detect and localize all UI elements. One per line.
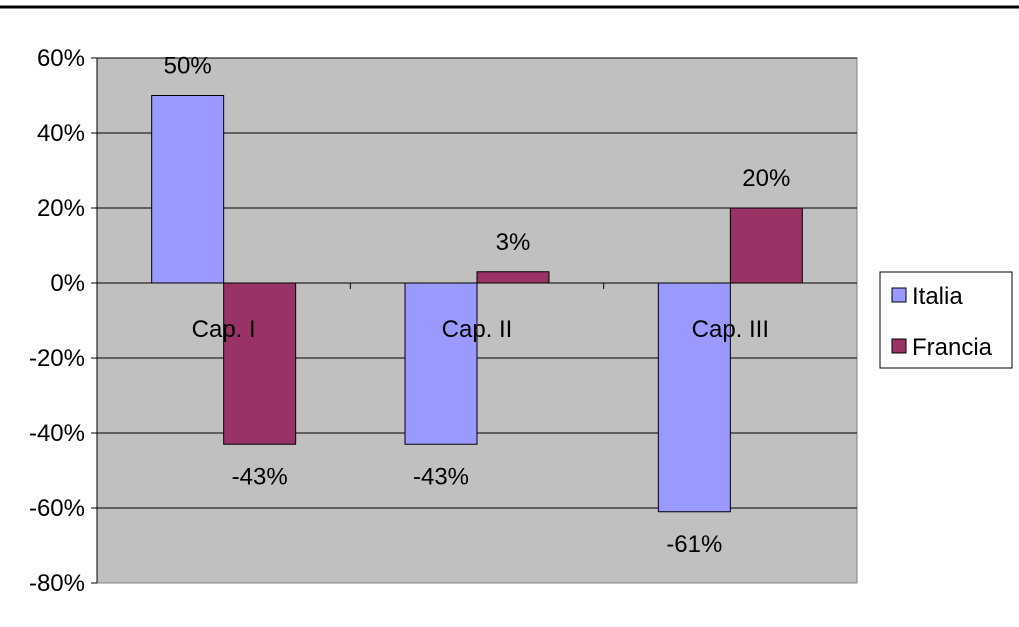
bar-francia-1 — [223, 282, 297, 445]
legend-label-italia: Italia — [912, 283, 963, 310]
data-label-francia-2: 3% — [496, 229, 531, 256]
axes: 60% 40% 20% 0% -20% -40% -60% -80% — [29, 45, 857, 597]
y-tick-label: 20% — [37, 195, 85, 222]
bar-italia-1 — [151, 95, 225, 284]
category-label: Cap. II — [442, 316, 513, 343]
labels: 50% -43% Cap. I -43% 3% Cap. II -61% 20% Cap. II… — [164, 53, 791, 558]
legend-label-francia: Francia — [912, 334, 993, 361]
bar-italia-3 — [657, 282, 731, 513]
legend-swatch-italia — [891, 287, 907, 303]
y-tick-label: 40% — [37, 120, 85, 147]
y-tick-label: 0% — [50, 270, 85, 297]
data-label-francia-3: 20% — [742, 165, 790, 192]
legend: Italia Francia — [879, 271, 1013, 369]
category-label: Cap. I — [192, 316, 256, 343]
data-label-italia-2: -43% — [413, 463, 469, 490]
legend-swatch-francia — [891, 338, 907, 354]
y-tick-label: -40% — [29, 420, 85, 447]
bar-francia-3 — [729, 207, 803, 284]
y-tick-label: -60% — [29, 495, 85, 522]
bars — [151, 95, 803, 513]
bar-italia-2 — [404, 282, 478, 445]
y-tick-label: -20% — [29, 345, 85, 372]
data-label-francia-1: -43% — [232, 463, 288, 490]
data-label-italia-1: 50% — [164, 53, 212, 80]
category-label: Cap. III — [692, 316, 769, 343]
data-label-italia-3: -61% — [666, 531, 722, 558]
y-tick-label: -80% — [29, 570, 85, 597]
y-tick-label: 60% — [37, 45, 85, 72]
bar-francia-2 — [476, 271, 550, 284]
